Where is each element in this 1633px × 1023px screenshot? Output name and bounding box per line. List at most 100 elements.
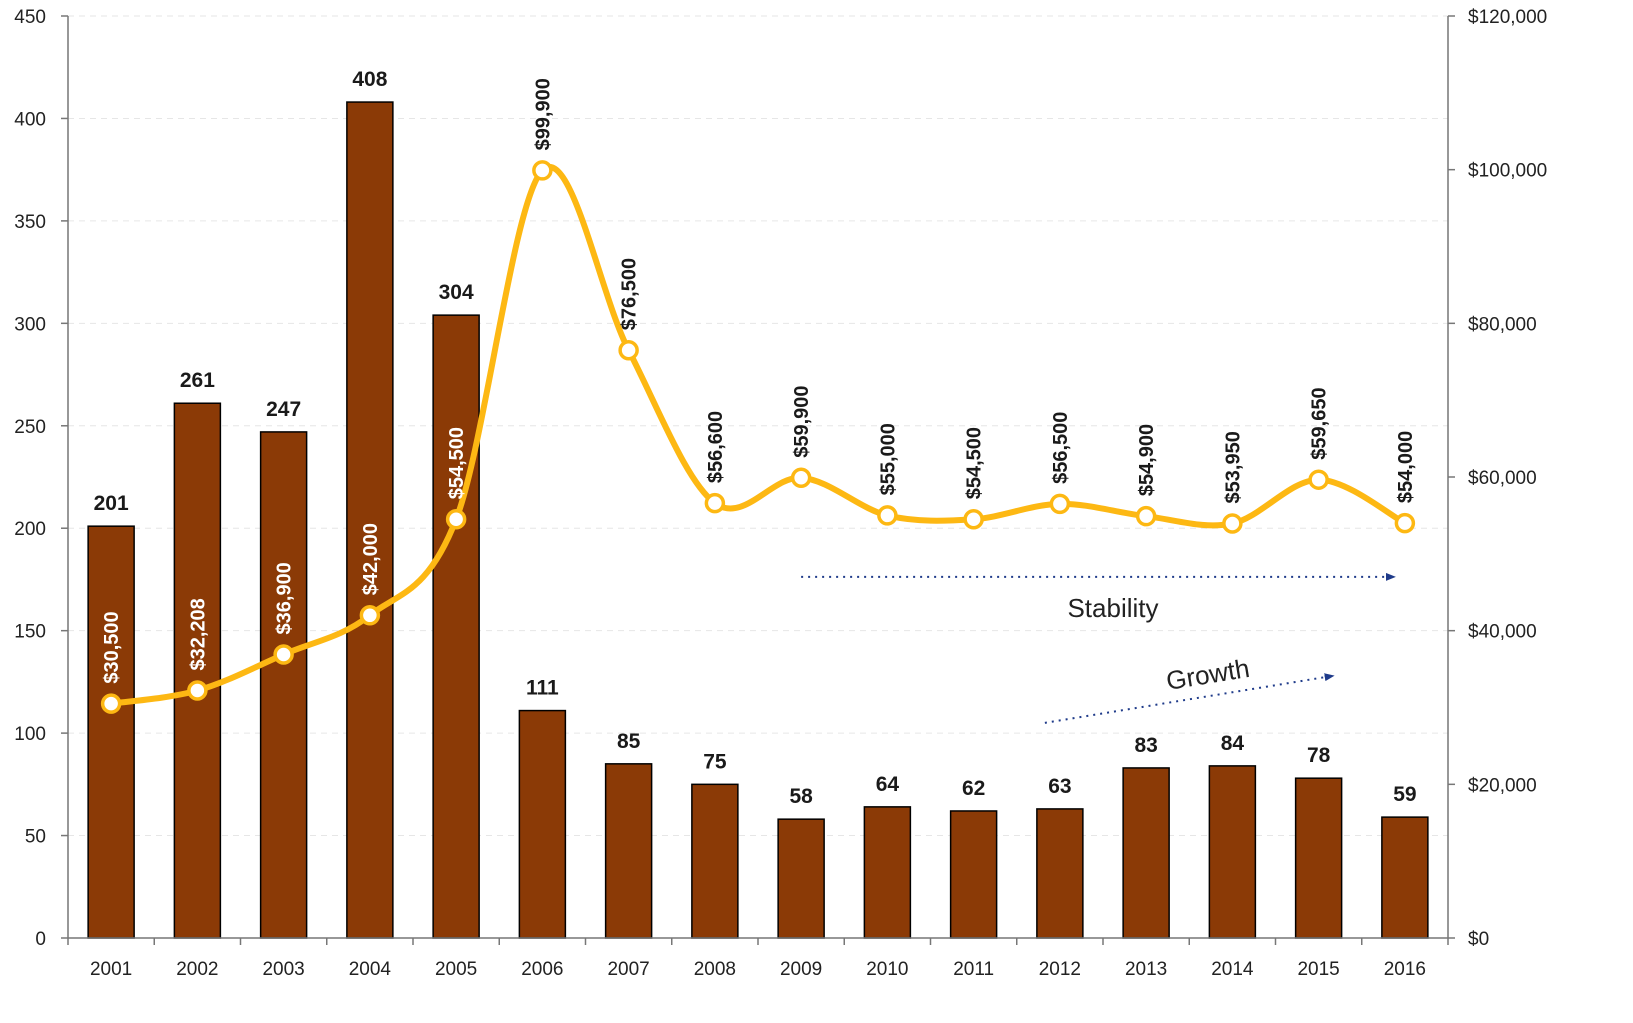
bar-label-2006: 111 [526,677,559,700]
growth-label: Growth [1164,653,1252,696]
line-label-2008: $56,600 [705,411,727,483]
y-left-tick-label: 250 [14,417,46,438]
bar-label-2009: 58 [789,785,813,808]
line-point-2002 [187,680,208,701]
line-label-2005: $54,500 [446,427,468,499]
y-left-tick-label: 200 [14,519,46,540]
line-label-2006: $99,900 [532,78,554,150]
x-tick-label-2013: 2013 [1125,959,1167,980]
y-left-tick-label: 100 [14,724,46,745]
line-point-2006 [532,160,553,181]
bar-2008 [691,783,739,939]
line-point-2015 [1308,469,1329,490]
line-label-2010: $55,000 [877,423,899,495]
bar-label-2004: 408 [352,68,387,91]
bar-label-2014: 84 [1221,732,1245,755]
y-left-tick-label: 450 [14,7,46,28]
line-label-2012: $56,500 [1050,412,1072,484]
bar-2011 [949,810,998,939]
y-left-tick-label: 150 [14,622,46,643]
bar-label-2008: 75 [703,750,727,773]
bar-2007 [604,763,653,939]
y-right-tick-label: $80,000 [1468,314,1537,335]
x-tick-label-2004: 2004 [349,959,392,980]
bar-label-2010: 64 [876,773,900,796]
line-series [100,160,1416,714]
data-labels: 201 261 247 408 304 111 85 75 58 64 62 63 83 84 78 59 $3… [94,68,1417,808]
y-left-tick-label: 50 [25,827,46,848]
y-left-tick-label: 0 [35,929,46,950]
bar-label-2015: 78 [1307,744,1331,767]
x-tick-label-2001: 2001 [90,959,132,980]
line-label-2016: $54,000 [1395,431,1417,503]
bar-label-2005: 304 [439,281,474,304]
x-tick-label-2009: 2009 [780,959,822,980]
line-point-2011 [963,509,984,530]
y-left-tick-label: 400 [14,109,46,130]
bar-2005 [432,314,480,939]
line-point-2001 [100,693,122,714]
stability-label: Stability [1067,593,1158,623]
bar-label-2013: 83 [1134,734,1157,757]
line-point-2004 [359,605,381,626]
bar-2010 [863,806,912,939]
line-point-2009 [790,467,812,489]
line-label-2003: $36,900 [274,562,296,634]
y-right-tick-label: $60,000 [1468,468,1537,489]
y-right-tick-label: $120,000 [1468,7,1547,28]
bar-2015 [1294,777,1343,939]
bar-label-2002: 261 [180,369,215,392]
bar-series [87,101,1429,939]
line-label-2014: $53,950 [1222,431,1244,503]
bar-label-2012: 63 [1048,775,1071,798]
y-left-tick-label: 300 [14,314,46,335]
bar-2014 [1208,765,1257,939]
line-point-2013 [1135,505,1157,527]
line-point-2008 [704,492,726,514]
bar-label-2007: 85 [617,730,641,753]
x-tick-label-2016: 2016 [1384,959,1426,980]
bar-2012 [1036,808,1084,939]
line-label-2002: $32,208 [187,598,209,670]
bar-2016 [1381,816,1429,939]
line-label-2004: $42,000 [360,523,382,595]
x-tick-label-2012: 2012 [1039,959,1081,980]
x-tick-label-2003: 2003 [262,959,304,980]
x-tick-label-2006: 2006 [521,959,563,980]
line-point-2003 [273,644,294,665]
x-tick-label-2005: 2005 [435,959,477,980]
x-tick-label-2015: 2015 [1297,959,1339,980]
line-point-2007 [618,339,639,361]
line-label-2009: $59,900 [791,385,813,457]
line-point-2016 [1394,512,1416,534]
line-point-2012 [1049,493,1071,515]
x-tick-label-2011: 2011 [953,959,994,980]
bar-2006 [518,709,567,939]
line-label-2015: $59,650 [1309,387,1331,459]
bar-2001 [87,525,135,939]
y-right-tick-label: $40,000 [1468,622,1537,643]
y-right-tick-label: $100,000 [1468,161,1547,182]
y-right-tick-label: $20,000 [1468,775,1537,796]
x-tick-label-2010: 2010 [866,959,908,980]
bar-label-2016: 59 [1393,783,1416,806]
line-label-2007: $76,500 [619,258,641,330]
bar-2004 [346,101,394,939]
axes: 0 50 100 150 200 250 300 350 400 450 $0 $20,000 $40,… [14,7,1547,980]
bar-label-2001: 201 [94,492,129,515]
bar-2009 [777,818,825,939]
x-tick-label-2008: 2008 [694,959,736,980]
x-tick-label-2007: 2007 [607,959,649,980]
line-point-2005 [445,509,467,530]
bar-label-2011: 62 [962,777,985,800]
y-left-tick-label: 350 [14,212,46,233]
line-label-2013: $54,900 [1136,424,1158,496]
x-tick-label-2002: 2002 [176,959,218,980]
line-point-2010 [877,505,898,526]
line-label-2001: $30,500 [101,611,123,683]
y-right-tick-label: $0 [1468,929,1489,950]
line-label-2011: $54,500 [964,427,986,499]
